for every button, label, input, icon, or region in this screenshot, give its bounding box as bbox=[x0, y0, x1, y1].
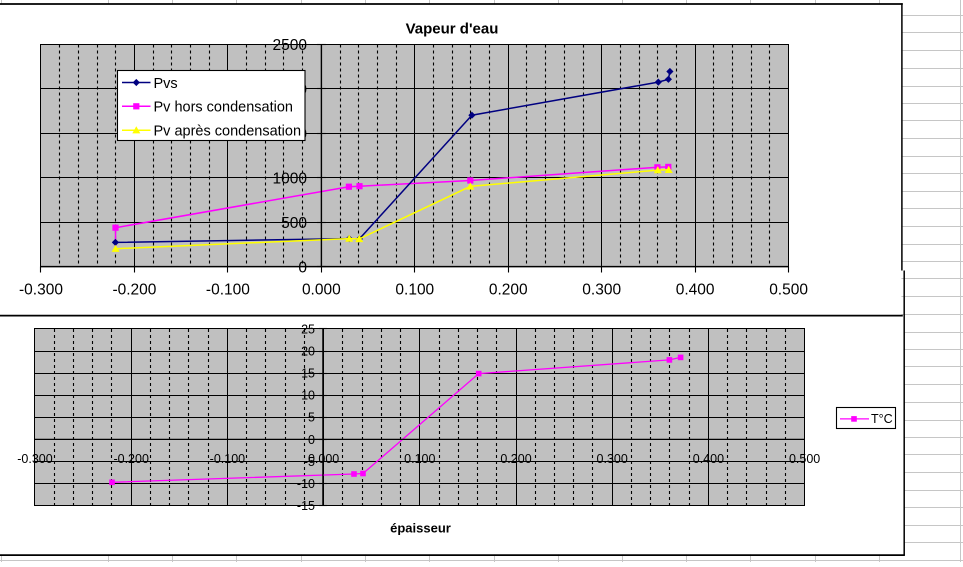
svg-text:-10: -10 bbox=[297, 477, 315, 491]
svg-text:1000: 1000 bbox=[273, 170, 308, 187]
svg-text:0.200: 0.200 bbox=[500, 452, 531, 466]
svg-text:2500: 2500 bbox=[273, 37, 308, 54]
svg-text:-0.100: -0.100 bbox=[210, 452, 245, 466]
svg-text:0: 0 bbox=[298, 259, 307, 276]
svg-text:Pv hors condensation: Pv hors condensation bbox=[154, 100, 293, 116]
svg-text:25: 25 bbox=[301, 322, 315, 336]
svg-text:0: 0 bbox=[308, 433, 315, 447]
svg-text:0.300: 0.300 bbox=[582, 282, 621, 299]
svg-text:10: 10 bbox=[301, 389, 315, 403]
svg-text:Vapeur d'eau: Vapeur d'eau bbox=[406, 20, 499, 37]
svg-text:-15: -15 bbox=[297, 499, 315, 513]
svg-text:-0.300: -0.300 bbox=[19, 282, 63, 299]
svg-text:15: 15 bbox=[301, 367, 315, 381]
svg-text:0.200: 0.200 bbox=[489, 282, 528, 299]
svg-text:0.400: 0.400 bbox=[693, 452, 724, 466]
svg-text:0.000: 0.000 bbox=[302, 282, 341, 299]
svg-text:500: 500 bbox=[281, 215, 307, 232]
svg-text:-0.200: -0.200 bbox=[112, 282, 156, 299]
svg-text:épaisseur: épaisseur bbox=[390, 520, 451, 535]
svg-text:5: 5 bbox=[308, 411, 315, 425]
svg-text:-5: -5 bbox=[304, 455, 315, 469]
svg-text:Pvs: Pvs bbox=[154, 76, 178, 92]
svg-text:Pv après condensation: Pv après condensation bbox=[154, 124, 302, 140]
svg-text:0.300: 0.300 bbox=[597, 452, 628, 466]
svg-text:0.000: 0.000 bbox=[308, 452, 339, 466]
svg-text:T°C: T°C bbox=[871, 412, 893, 426]
svg-text:20: 20 bbox=[301, 344, 315, 358]
svg-text:0.500: 0.500 bbox=[789, 452, 820, 466]
svg-text:0.100: 0.100 bbox=[404, 452, 435, 466]
svg-text:-0.300: -0.300 bbox=[17, 452, 52, 466]
svg-text:-0.200: -0.200 bbox=[113, 452, 148, 466]
svg-text:0.500: 0.500 bbox=[769, 282, 808, 299]
svg-text:-0.100: -0.100 bbox=[206, 282, 250, 299]
svg-text:0.100: 0.100 bbox=[395, 282, 434, 299]
svg-text:0.400: 0.400 bbox=[676, 282, 715, 299]
